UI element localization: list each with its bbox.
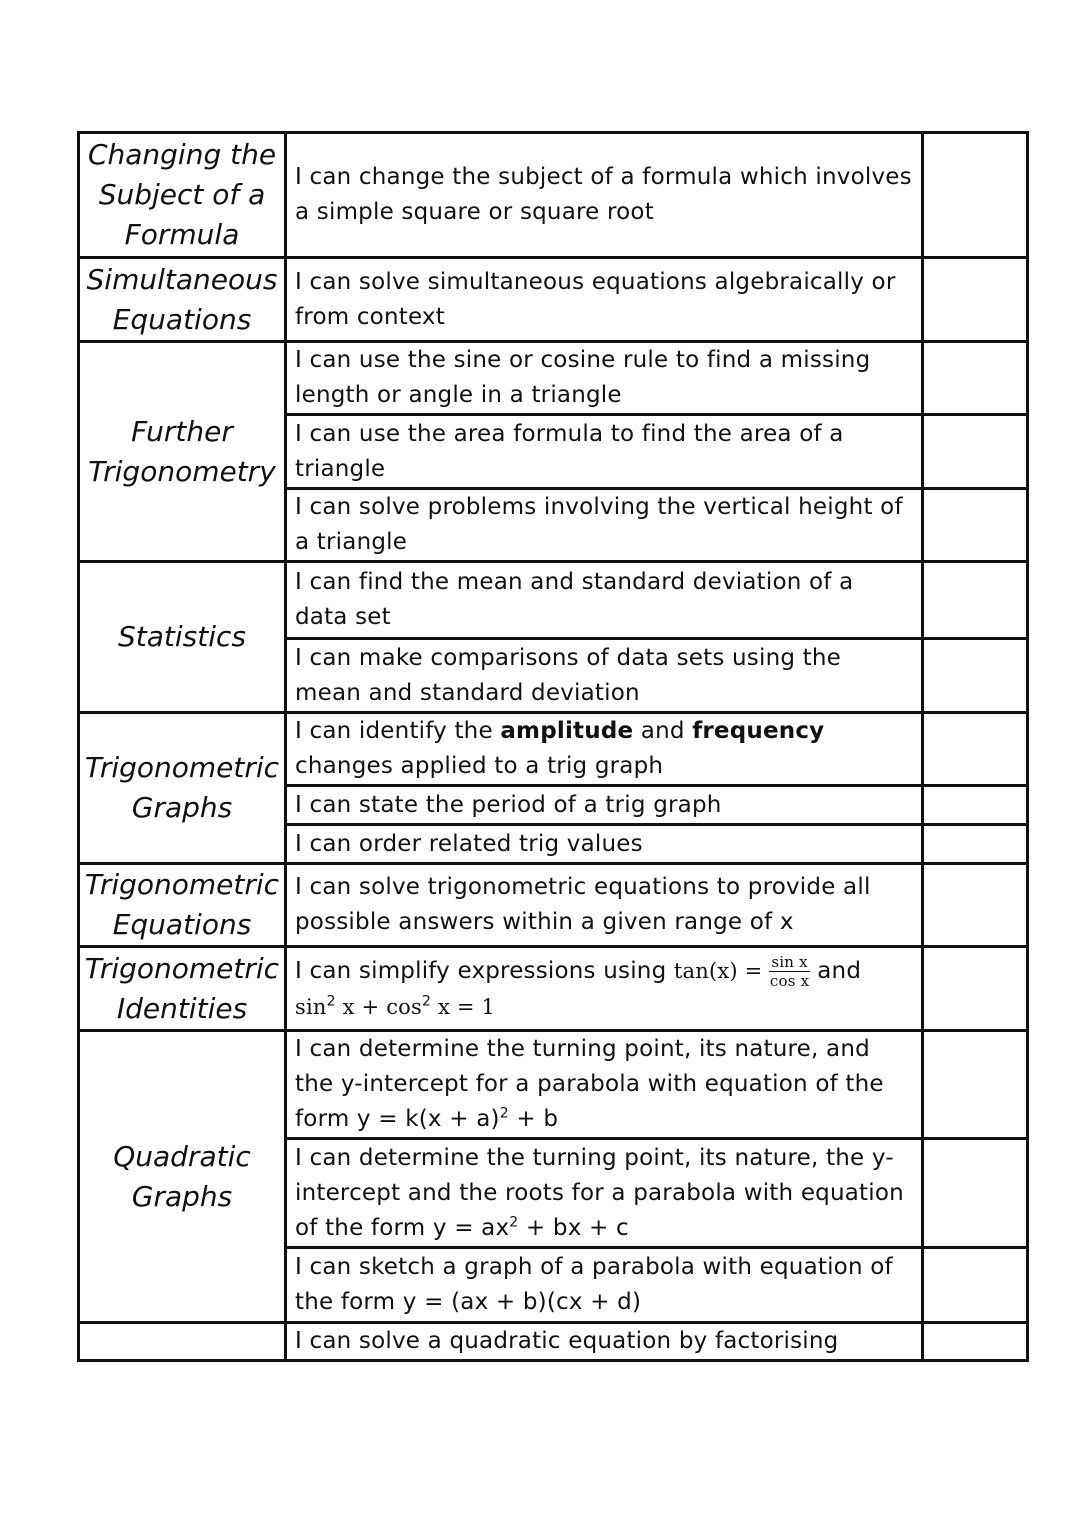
checkbox-cell[interactable] [921, 131, 1029, 259]
topic-label: Quadratic Graphs [77, 1029, 287, 1324]
statement: I can use the area formula to find the a… [284, 413, 924, 490]
checklist-row: Quadratic Graphs I can determine the turn… [77, 1029, 1029, 1324]
checklist-row: I can solve a quadratic equation by fact… [77, 1321, 1029, 1362]
checkbox-cell[interactable] [921, 711, 1029, 787]
checkbox-cell[interactable] [921, 256, 1029, 343]
checklist-row: Statistics I can find the mean and standa… [77, 560, 1029, 714]
checklist-row: I can order related trig values [79, 823, 1029, 865]
checkbox-cell[interactable] [921, 487, 1029, 563]
checkbox-cell[interactable] [921, 1029, 1029, 1140]
statement: I can find the mean and standard deviati… [284, 560, 924, 640]
checklist-row: I can make comparisons of data sets usin… [79, 637, 1029, 714]
statement: I can state the period of a trig graph [284, 784, 924, 826]
checklist-row: I can solve problems involving the verti… [79, 487, 1029, 563]
statement: I can simplify expressions using tan(x) … [284, 945, 924, 1032]
topic-label: Further Trigonometry [77, 340, 287, 563]
checklist-row: I can determine the turning point, its n… [79, 1137, 1029, 1249]
checkbox-cell[interactable] [921, 784, 1029, 826]
statement: I can change the subject of a formula wh… [284, 131, 924, 259]
checkbox-cell[interactable] [921, 823, 1029, 865]
statement: I can solve a quadratic equation by fact… [284, 1321, 924, 1362]
topic-label [77, 1321, 287, 1362]
statement: I can determine the turning point, its n… [284, 1029, 924, 1140]
statement: I can use the sine or cosine rule to fin… [284, 340, 924, 416]
statement: I can solve problems involving the verti… [284, 487, 924, 563]
checklist-row: I can sketch a graph of a parabola with … [79, 1246, 1029, 1324]
checklist-table: Changing the Subject of a Formula I can c… [77, 131, 1029, 1362]
checklist-row: Further Trigonometry I can use the sine o… [77, 340, 1029, 563]
statement: I can determine the turning point, its n… [284, 1137, 924, 1249]
statement: I can solve trigonometric equations to p… [284, 862, 924, 948]
topic-label: Trigonometric Identities [77, 945, 287, 1032]
checklist-row: Simultaneous Equations I can solve simult… [77, 256, 1029, 343]
statement: I can identify the amplitude and frequen… [284, 711, 924, 787]
topic-label: Statistics [77, 560, 287, 714]
checklist-row: I can state the period of a trig graph [79, 784, 1029, 826]
checkbox-cell[interactable] [921, 560, 1029, 640]
topic-label: Trigonometric Graphs [77, 711, 287, 865]
checklist-row: Changing the Subject of a Formula I can c… [77, 131, 1029, 259]
checkbox-cell[interactable] [921, 340, 1029, 416]
topic-label: Simultaneous Equations [77, 256, 287, 343]
checkbox-cell[interactable] [921, 1321, 1029, 1362]
topic-label: Trigonometric Equations [77, 862, 287, 948]
checkbox-cell[interactable] [921, 945, 1029, 1032]
checklist-row: Trigonometric Identities I can simplify e… [77, 945, 1029, 1032]
checkbox-cell[interactable] [921, 862, 1029, 948]
checklist-row: Trigonometric Equations I can solve trigo… [77, 862, 1029, 948]
topic-label: Changing the Subject of a Formula [77, 131, 287, 259]
checkbox-cell[interactable] [921, 637, 1029, 714]
checkbox-cell[interactable] [921, 1246, 1029, 1324]
statement: I can sketch a graph of a parabola with … [284, 1246, 924, 1324]
checkbox-cell[interactable] [921, 1137, 1029, 1249]
checklist-row: I can use the area formula to find the a… [79, 413, 1029, 490]
statement: I can make comparisons of data sets usin… [284, 637, 924, 714]
checklist-row: Trigonometric Graphs I can identify the a… [77, 711, 1029, 865]
statement: I can order related trig values [284, 823, 924, 865]
statement: I can solve simultaneous equations algeb… [284, 256, 924, 343]
checkbox-cell[interactable] [921, 413, 1029, 490]
